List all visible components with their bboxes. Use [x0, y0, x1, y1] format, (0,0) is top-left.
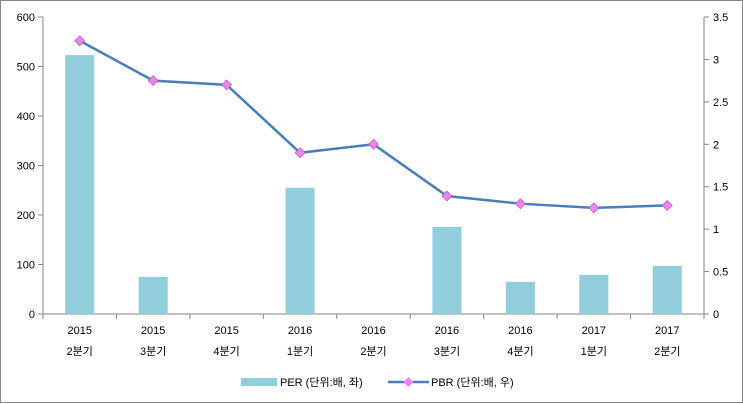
- right-tick-label: 2: [713, 139, 719, 151]
- right-tick-label: 0: [713, 309, 719, 321]
- legend-pbr-label: PBR (단위:배, 우): [431, 376, 514, 389]
- pbr-marker: [588, 202, 600, 214]
- x-tick-label: 3분기: [434, 345, 460, 358]
- x-tick-label: 4분기: [507, 345, 533, 358]
- x-tick-label: 2017: [655, 325, 679, 337]
- left-tick-label: 400: [17, 111, 35, 123]
- x-tick-label: 4분기: [213, 345, 239, 358]
- right-tick-label: 3.5: [713, 12, 728, 24]
- pbr-marker: [368, 138, 379, 150]
- per-bar: [432, 226, 462, 314]
- per-bar: [65, 55, 95, 315]
- left-tick-label: 600: [17, 12, 35, 24]
- left-tick-label: 200: [17, 210, 35, 222]
- legend-per-swatch: [241, 378, 277, 386]
- pbr-marker: [294, 147, 306, 159]
- per-bar: [138, 276, 168, 314]
- pbr-marker: [221, 79, 233, 91]
- pbr-line: [79, 39, 668, 210]
- x-tick-label: 2분기: [67, 345, 93, 358]
- right-tick-label: 3: [713, 54, 719, 66]
- x-tick-label: 2016: [288, 325, 312, 337]
- x-tick-label: 2015: [214, 325, 238, 337]
- pbr-marker: [147, 75, 159, 87]
- per-bar: [285, 187, 315, 314]
- legend-per-label: PER (단위:배, 좌): [280, 376, 363, 389]
- x-tick-label: 2016: [361, 325, 385, 337]
- pbr-marker: [74, 35, 86, 47]
- left-tick-label: 300: [17, 161, 35, 173]
- left-tick-label: 500: [17, 62, 35, 74]
- x-tick-label: 2분기: [360, 345, 386, 358]
- left-tick-label: 100: [17, 260, 35, 272]
- x-tick-label: 2015: [67, 325, 91, 337]
- right-tick-label: 0.5: [713, 267, 728, 279]
- left-tick-label: 0: [29, 309, 35, 321]
- per-bar: [505, 281, 535, 314]
- x-tick-label: 3분기: [140, 345, 166, 358]
- pbr-marker: [514, 198, 526, 210]
- pbr-marker: [661, 199, 673, 211]
- x-tick-label: 1분기: [581, 345, 607, 358]
- x-tick-label: 2016: [508, 325, 532, 337]
- legend-pbr-marker: [403, 377, 414, 387]
- right-tick-label: 1: [713, 224, 719, 236]
- right-tick-label: 2.5: [713, 97, 728, 109]
- x-tick-label: 2016: [435, 325, 459, 337]
- x-tick-label: 2분기: [654, 345, 680, 358]
- right-tick-label: 1.5: [713, 182, 728, 194]
- pbr-marker: [441, 190, 453, 202]
- x-tick-label: 2017: [582, 325, 606, 337]
- x-tick-label: 2015: [141, 325, 165, 337]
- per-bar: [579, 274, 609, 314]
- per-bar: [652, 265, 682, 314]
- x-tick-label: 1분기: [287, 345, 313, 358]
